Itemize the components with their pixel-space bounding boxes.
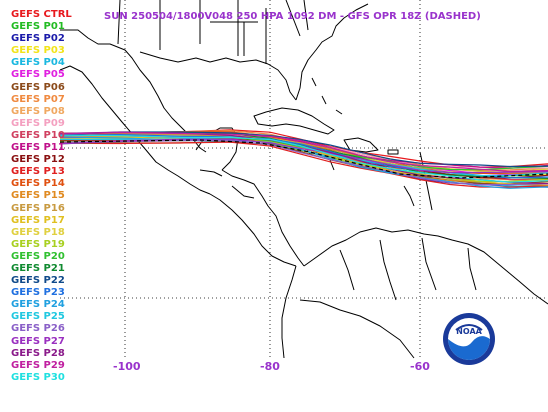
legend-item: GEFS P11 [11, 142, 65, 154]
legend-item: GEFS P26 [11, 323, 65, 335]
legend-item: GEFS P17 [11, 214, 65, 226]
lon-label-80w: -80 [260, 360, 280, 373]
legend-item: GEFS P15 [11, 190, 65, 202]
legend-item: GEFS P22 [11, 275, 65, 287]
ensemble-contour-line [59, 134, 548, 183]
legend-item: GEFS P05 [11, 69, 65, 81]
legend-item: GEFS P30 [11, 371, 65, 383]
legend-item: GEFS P19 [11, 238, 65, 250]
legend-item: GEFS P14 [11, 178, 65, 190]
legend-item: GEFS P02 [11, 33, 65, 45]
lon-label-100w: -100 [113, 360, 141, 373]
legend-item: GEFS P07 [11, 93, 65, 105]
legend-item: GEFS P04 [11, 57, 65, 69]
legend-item: GEFS P23 [11, 287, 65, 299]
legend-item: GEFS P03 [11, 45, 65, 57]
legend-item: GEFS P13 [11, 166, 65, 178]
legend-item: GEFS P01 [11, 21, 65, 33]
ensemble-contour-line [59, 141, 548, 188]
legend-item: GEFS P06 [11, 81, 65, 93]
legend-item: GEFS P16 [11, 202, 65, 214]
legend-item: GEFS P10 [11, 129, 65, 141]
legend-item: GEFS P08 [11, 105, 65, 117]
legend-item: GEFS P21 [11, 262, 65, 274]
ensemble-contour-line [59, 131, 548, 173]
legend-item: GEFS P12 [11, 154, 65, 166]
legend-item: GEFS P18 [11, 226, 65, 238]
noaa-logo: NOAA [443, 313, 495, 365]
legend-item: GEFS P09 [11, 117, 65, 129]
ensemble-legend: GEFS CTRL GEFS P01 GEFS P02 GEFS P03 GEFS P0… [11, 9, 72, 384]
legend-item: GEFS P28 [11, 347, 65, 359]
legend-item: GEFS P20 [11, 250, 65, 262]
legend-item: GEFS P27 [11, 335, 65, 347]
gfs-opr-dashed-contour [59, 139, 548, 179]
ensemble-contour-line [59, 131, 548, 168]
noaa-logo-text: NOAA [456, 327, 482, 336]
legend-item: GEFS P29 [11, 359, 65, 371]
legend-item: GEFS P24 [11, 299, 65, 311]
legend-item: GEFS CTRL [11, 9, 72, 20]
legend-item: GEFS P25 [11, 311, 65, 323]
ensemble-contours [59, 129, 548, 189]
lon-label-60w: -60 [410, 360, 430, 373]
map-title: SUN 250504/1800V048 250 HPA 1092 DM - GF… [104, 11, 481, 22]
